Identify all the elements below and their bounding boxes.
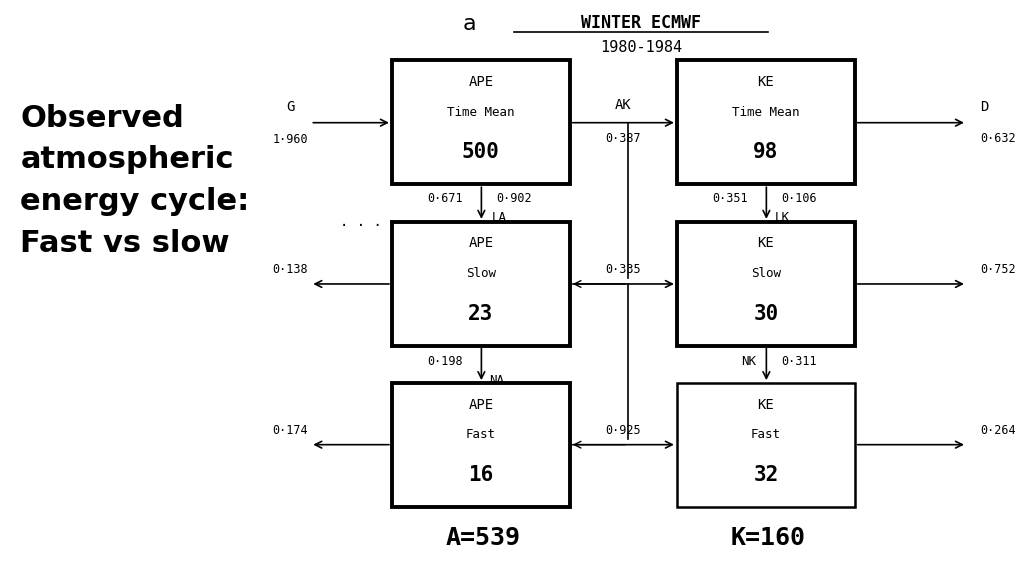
Text: Fast: Fast	[751, 428, 781, 441]
Text: Slow: Slow	[751, 267, 781, 280]
Text: 0·752: 0·752	[980, 263, 1016, 276]
Text: 0·925: 0·925	[605, 424, 641, 437]
Text: a: a	[463, 14, 477, 35]
Text: 0·138: 0·138	[272, 263, 308, 276]
Text: A=539: A=539	[445, 526, 521, 550]
Text: 0·198: 0·198	[427, 355, 463, 367]
Text: G: G	[286, 100, 294, 113]
Text: NA: NA	[489, 374, 505, 386]
FancyBboxPatch shape	[677, 383, 855, 507]
Text: 30: 30	[754, 304, 778, 324]
Text: Fast: Fast	[466, 428, 496, 441]
Text: . . .: . . .	[340, 215, 382, 229]
Text: Observed
atmospheric
energy cycle:
Fast vs slow: Observed atmospheric energy cycle: Fast …	[20, 104, 250, 257]
Text: D: D	[980, 100, 988, 113]
FancyBboxPatch shape	[392, 383, 570, 507]
Text: LA: LA	[492, 211, 507, 223]
Text: 500: 500	[462, 142, 500, 162]
Text: APE: APE	[468, 397, 494, 412]
Text: 0·632: 0·632	[980, 132, 1016, 145]
Text: WINTER ECMWF: WINTER ECMWF	[582, 14, 701, 32]
Text: 32: 32	[754, 465, 778, 485]
Text: 1·960: 1·960	[272, 134, 308, 146]
Text: 0·351: 0·351	[713, 192, 749, 205]
Text: 16: 16	[468, 465, 494, 485]
Text: 0·106: 0·106	[781, 192, 817, 205]
FancyBboxPatch shape	[677, 222, 855, 346]
Text: 0·387: 0·387	[605, 132, 641, 145]
Text: KE: KE	[758, 75, 774, 89]
FancyBboxPatch shape	[392, 222, 570, 346]
Text: NK: NK	[741, 355, 756, 367]
Text: Time Mean: Time Mean	[732, 105, 800, 119]
Text: APE: APE	[468, 75, 494, 89]
Text: 1980-1984: 1980-1984	[600, 40, 682, 55]
Text: AK: AK	[614, 98, 631, 112]
Text: K=160: K=160	[731, 526, 806, 550]
Text: KE: KE	[758, 236, 774, 251]
Text: 0·671: 0·671	[427, 192, 463, 205]
Text: 0·174: 0·174	[272, 424, 308, 437]
Text: 23: 23	[468, 304, 494, 324]
FancyBboxPatch shape	[392, 60, 570, 184]
Text: LK: LK	[774, 211, 790, 223]
Text: 0·264: 0·264	[980, 424, 1016, 437]
Text: 0·902: 0·902	[497, 192, 532, 205]
FancyBboxPatch shape	[677, 60, 855, 184]
Text: 0·311: 0·311	[781, 355, 817, 367]
Text: APE: APE	[468, 236, 494, 251]
Text: Time Mean: Time Mean	[447, 105, 515, 119]
Text: 98: 98	[754, 142, 778, 162]
Text: KE: KE	[758, 397, 774, 412]
Text: Slow: Slow	[466, 267, 496, 280]
Text: 0·335: 0·335	[605, 263, 641, 276]
